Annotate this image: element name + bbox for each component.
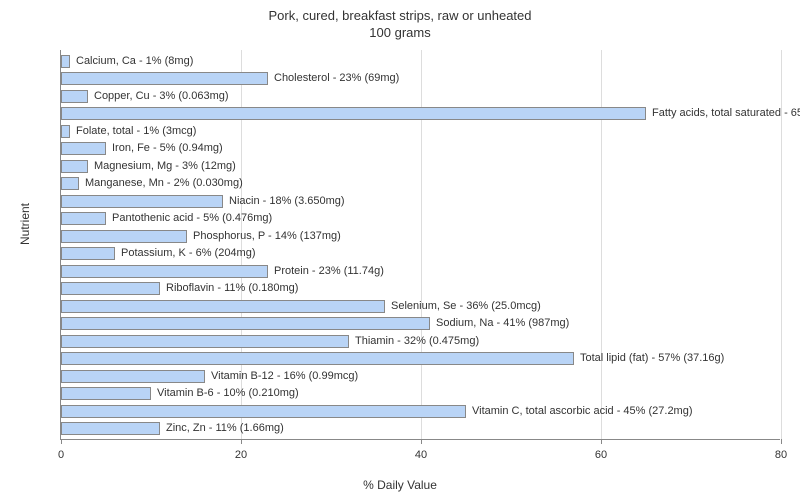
nutrient-label: Iron, Fe - 5% (0.94mg) bbox=[112, 142, 223, 155]
x-tick bbox=[61, 439, 62, 444]
title-line-1: Pork, cured, breakfast strips, raw or un… bbox=[0, 8, 800, 25]
nutrient-label: Manganese, Mn - 2% (0.030mg) bbox=[85, 177, 243, 190]
x-tick-label: 80 bbox=[775, 449, 787, 461]
nutrient-bar bbox=[61, 247, 115, 260]
title-line-2: 100 grams bbox=[0, 25, 800, 42]
nutrient-label: Vitamin B-12 - 16% (0.99mcg) bbox=[211, 370, 358, 383]
nutrient-bar bbox=[61, 230, 187, 243]
nutrient-bar bbox=[61, 212, 106, 225]
nutrient-label: Fatty acids, total saturated - 65% (12.9… bbox=[652, 107, 800, 120]
nutrient-label: Niacin - 18% (3.650mg) bbox=[229, 195, 345, 208]
nutrient-bar bbox=[61, 125, 70, 138]
x-tick-label: 40 bbox=[415, 449, 427, 461]
nutrient-bar bbox=[61, 142, 106, 155]
nutrient-label: Magnesium, Mg - 3% (12mg) bbox=[94, 160, 236, 173]
nutrient-label: Sodium, Na - 41% (987mg) bbox=[436, 317, 569, 330]
x-tick-label: 0 bbox=[58, 449, 64, 461]
nutrient-bar bbox=[61, 335, 349, 348]
nutrient-bar bbox=[61, 55, 70, 68]
nutrient-bar bbox=[61, 317, 430, 330]
nutrient-bar bbox=[61, 265, 268, 278]
nutrient-label: Total lipid (fat) - 57% (37.16g) bbox=[580, 352, 724, 365]
nutrient-label: Pantothenic acid - 5% (0.476mg) bbox=[112, 212, 272, 225]
nutrient-label: Vitamin B-6 - 10% (0.210mg) bbox=[157, 387, 299, 400]
y-axis-label: Nutrient bbox=[18, 203, 32, 245]
x-tick-label: 20 bbox=[235, 449, 247, 461]
nutrient-label: Folate, total - 1% (3mcg) bbox=[76, 125, 196, 138]
nutrient-bar bbox=[61, 72, 268, 85]
nutrient-bar bbox=[61, 90, 88, 103]
nutrient-label: Cholesterol - 23% (69mg) bbox=[274, 72, 399, 85]
chart-title: Pork, cured, breakfast strips, raw or un… bbox=[0, 0, 800, 42]
nutrient-label: Riboflavin - 11% (0.180mg) bbox=[166, 282, 298, 295]
x-tick bbox=[241, 439, 242, 444]
nutrient-label: Calcium, Ca - 1% (8mg) bbox=[76, 55, 193, 68]
nutrient-bar bbox=[61, 195, 223, 208]
nutrient-bar bbox=[61, 282, 160, 295]
x-tick bbox=[421, 439, 422, 444]
nutrient-bar bbox=[61, 177, 79, 190]
chart-container: Pork, cured, breakfast strips, raw or un… bbox=[0, 0, 800, 500]
nutrient-bar bbox=[61, 405, 466, 418]
nutrient-label: Thiamin - 32% (0.475mg) bbox=[355, 335, 479, 348]
nutrient-label: Selenium, Se - 36% (25.0mcg) bbox=[391, 300, 541, 313]
plot-area: 020406080Calcium, Ca - 1% (8mg)Cholester… bbox=[60, 50, 780, 440]
nutrient-label: Copper, Cu - 3% (0.063mg) bbox=[94, 90, 229, 103]
nutrient-bar bbox=[61, 370, 205, 383]
nutrient-label: Protein - 23% (11.74g) bbox=[274, 265, 384, 278]
x-tick bbox=[601, 439, 602, 444]
x-tick bbox=[781, 439, 782, 444]
nutrient-label: Potassium, K - 6% (204mg) bbox=[121, 247, 256, 260]
nutrient-label: Vitamin C, total ascorbic acid - 45% (27… bbox=[472, 405, 693, 418]
nutrient-bar bbox=[61, 387, 151, 400]
x-axis-label: % Daily Value bbox=[0, 478, 800, 492]
nutrient-bar bbox=[61, 300, 385, 313]
nutrient-bar bbox=[61, 160, 88, 173]
x-tick-label: 60 bbox=[595, 449, 607, 461]
nutrient-bar bbox=[61, 107, 646, 120]
nutrient-bar bbox=[61, 422, 160, 435]
nutrient-bar bbox=[61, 352, 574, 365]
nutrient-label: Phosphorus, P - 14% (137mg) bbox=[193, 230, 341, 243]
nutrient-label: Zinc, Zn - 11% (1.66mg) bbox=[166, 422, 284, 435]
